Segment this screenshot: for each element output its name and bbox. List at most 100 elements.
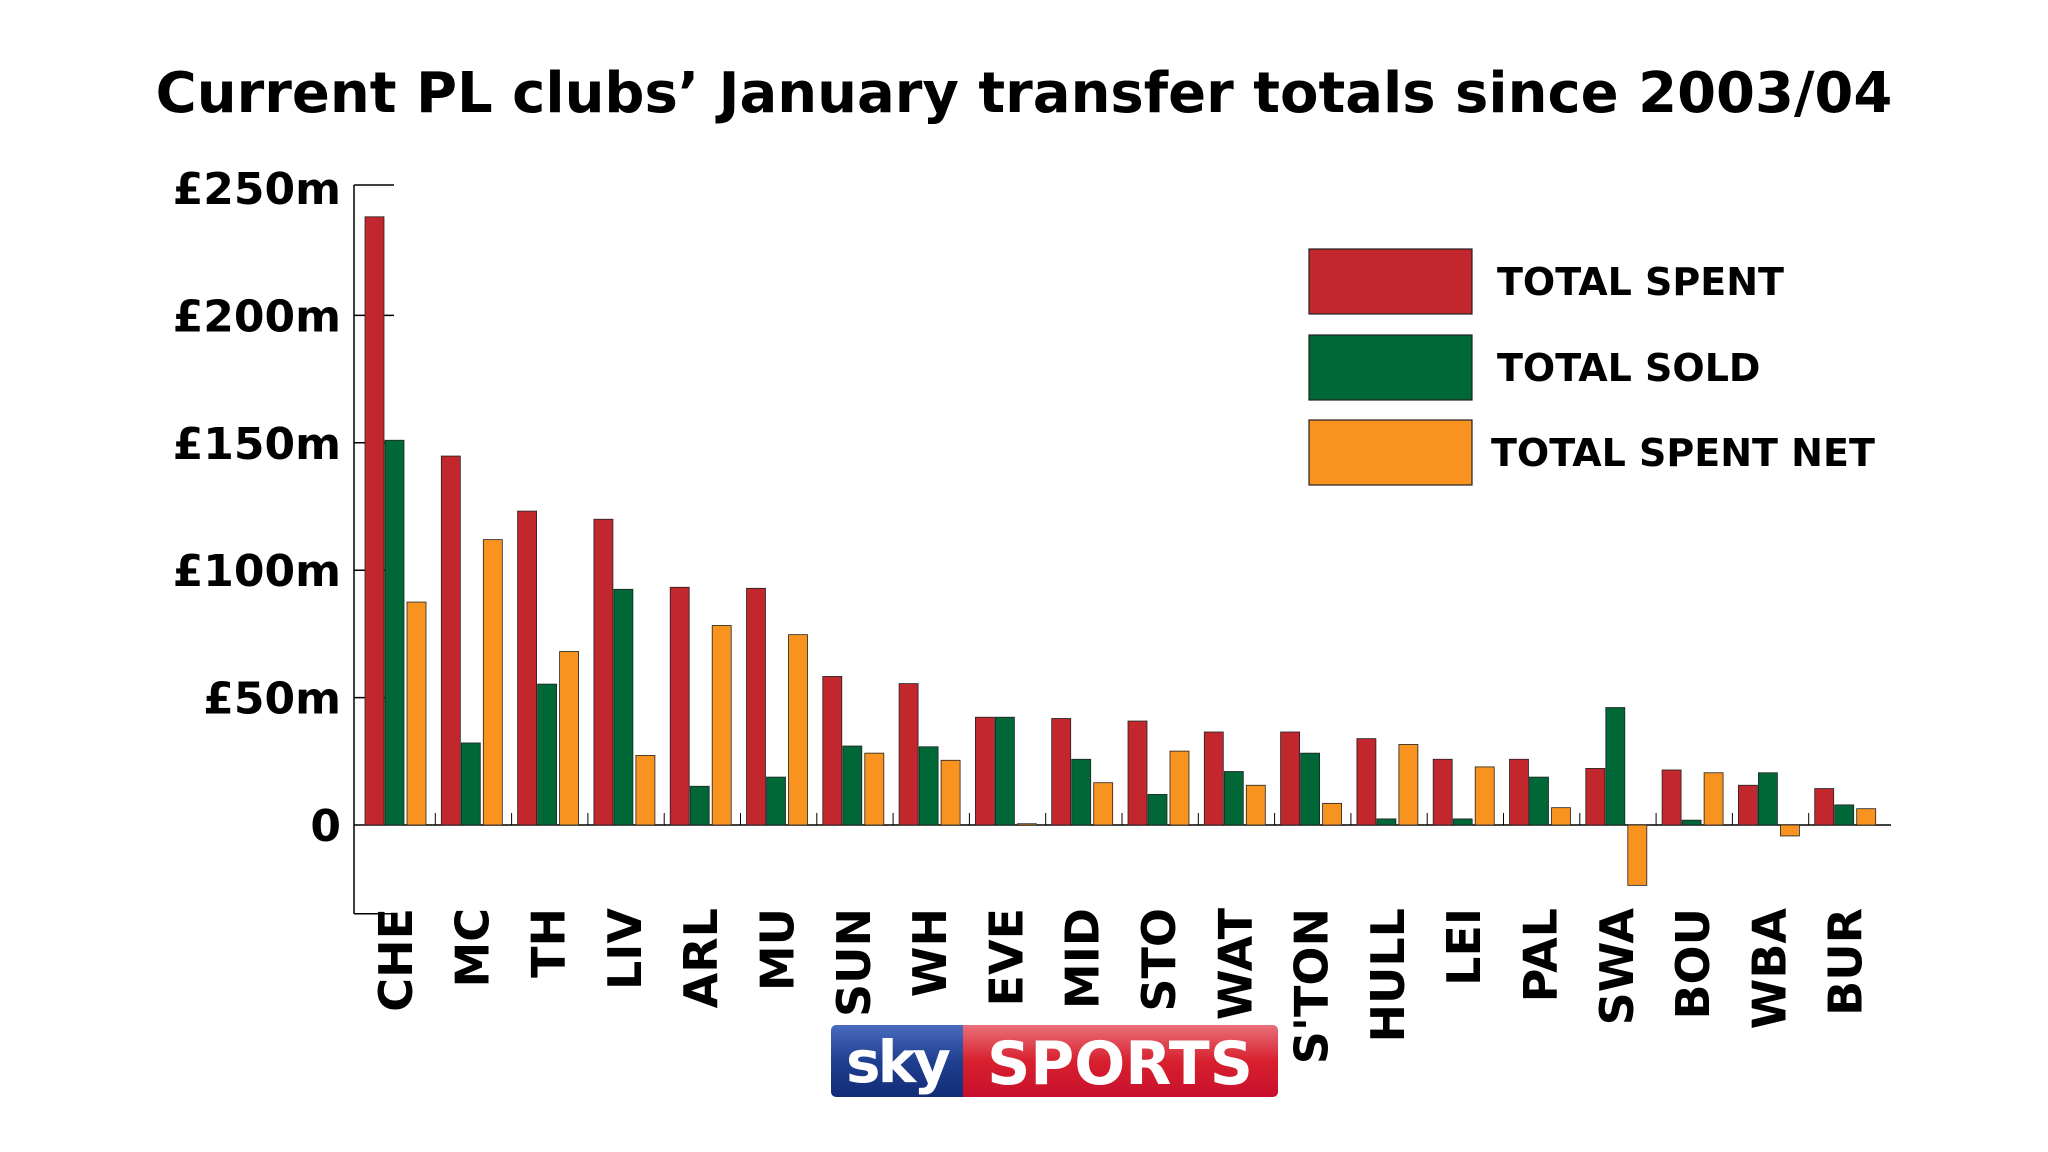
bar-total-sold <box>1223 771 1244 826</box>
bar-total-sold <box>1300 752 1320 826</box>
x-category-label: WBA <box>1742 908 1796 1030</box>
bar-total-sold <box>384 439 405 826</box>
x-category-label: WH <box>903 908 957 997</box>
x-category-label: MC <box>445 908 499 988</box>
x-category-label: WAT <box>1208 907 1262 1020</box>
x-category-label: SUN <box>827 908 881 1017</box>
y-tick-labels: 0 £50m £100m £150m £200m £250m <box>173 164 341 852</box>
bar-total-sold <box>1147 794 1168 826</box>
bar-total-sold <box>995 716 1015 826</box>
bar-total-spent-net <box>1093 782 1114 826</box>
bar-total-spent-net <box>1856 808 1877 826</box>
bar-total-sold <box>918 746 939 826</box>
bar-total-spent <box>1661 769 1682 826</box>
bar-total-spent <box>1203 731 1224 826</box>
logo-sky: sky <box>846 1028 950 1096</box>
legend: TOTAL SPENT TOTAL SOLD TOTAL SPENT NET <box>1308 248 1875 486</box>
x-category-label: MID <box>1056 908 1110 1009</box>
bar-total-spent-net <box>788 634 808 826</box>
bar-total-spent-net <box>1703 772 1724 826</box>
legend-label: TOTAL SPENT NET <box>1491 431 1875 475</box>
chart-title: Current PL clubs’ January transfer total… <box>156 61 1893 126</box>
x-category-label: ARL <box>674 908 728 1008</box>
bar-total-sold <box>842 745 863 826</box>
x-category-label: PAL <box>1514 908 1568 1002</box>
sky-sports-logo: sky SPORTS <box>831 1025 1278 1099</box>
legend-label: TOTAL SPENT <box>1497 260 1784 304</box>
x-category-labels: CHE MC TH LIV ARL MU SUN WH EVE MID STO WAT S'TON HUL… <box>369 907 1873 1064</box>
bar-total-sold <box>1376 818 1397 826</box>
x-category-label: BOU <box>1666 908 1720 1020</box>
x-category-label: EVE <box>979 908 1033 1006</box>
legend-swatch <box>1308 419 1473 486</box>
y-tick-label: £150m <box>173 419 341 470</box>
bar-total-sold <box>1605 707 1626 826</box>
bar-total-spent <box>1127 720 1148 826</box>
x-category-label: STO <box>1132 908 1186 1012</box>
bar-total-sold <box>1834 804 1855 826</box>
bar-total-spent-net <box>1245 784 1266 826</box>
bar-total-spent-net <box>406 601 427 826</box>
bar-total-spent-net <box>1398 744 1419 826</box>
bar-total-spent-net <box>1017 823 1037 826</box>
bar-total-spent <box>593 518 614 826</box>
bar-total-spent-net <box>1551 807 1571 826</box>
bar-total-spent <box>1432 758 1453 826</box>
bar-total-sold <box>537 683 557 826</box>
y-tick-label: £200m <box>173 291 341 342</box>
bar-total-spent <box>898 683 919 826</box>
bar-total-spent-net <box>1474 766 1495 826</box>
x-category-label: LIV <box>598 908 652 990</box>
bars <box>364 216 1877 886</box>
bar-total-spent <box>1814 788 1835 826</box>
x-category-label: TH <box>522 908 576 978</box>
x-category-label: BUR <box>1819 908 1873 1016</box>
legend-swatch <box>1308 248 1473 315</box>
bar-total-spent <box>1051 718 1072 826</box>
legend-label: TOTAL SOLD <box>1497 346 1760 390</box>
y-tick-label: £50m <box>203 674 341 725</box>
x-category-label: MU <box>751 908 805 991</box>
legend-swatch <box>1308 334 1473 401</box>
bar-total-sold <box>1758 772 1778 826</box>
x-category-label: HULL <box>1361 908 1415 1042</box>
bar-total-sold <box>460 742 481 826</box>
bar-total-sold <box>1529 776 1549 826</box>
bar-total-spent <box>822 676 843 826</box>
bar-total-spent-net <box>1322 802 1342 826</box>
bar-total-spent-net <box>1780 824 1800 837</box>
bar-total-spent-net <box>864 752 885 826</box>
bar-total-spent <box>669 586 690 826</box>
y-tick-label: £100m <box>173 546 341 597</box>
bar-total-spent-net <box>1627 824 1648 886</box>
bar-total-spent <box>1585 768 1606 826</box>
x-category-label: S'TON <box>1285 908 1339 1064</box>
bar-total-spent-net <box>559 651 579 826</box>
bar-total-sold <box>1452 818 1473 826</box>
bar-total-spent <box>517 510 537 826</box>
bar-total-spent-net <box>635 755 656 826</box>
bar-total-spent <box>975 716 995 826</box>
bar-total-spent <box>1509 758 1529 826</box>
bar-total-spent-net <box>940 759 961 826</box>
bar-total-spent <box>364 216 385 826</box>
y-tick-label: 0 <box>310 801 341 852</box>
x-category-label: LEI <box>1437 908 1491 986</box>
x-category-label: CHE <box>369 908 423 1012</box>
bar-total-spent <box>1280 731 1300 826</box>
bar-total-sold <box>766 776 786 826</box>
bar-total-spent <box>1738 784 1758 826</box>
bar-total-spent <box>1356 738 1377 826</box>
bar-total-spent-net <box>711 625 732 826</box>
bar-total-spent-net <box>1169 750 1190 826</box>
bar-total-spent <box>746 587 766 826</box>
bar-total-sold <box>1071 758 1092 826</box>
bar-total-spent <box>440 455 461 826</box>
bar-total-spent-net <box>482 539 503 826</box>
y-tick-label: £250m <box>173 164 341 215</box>
logo-sports: SPORTS <box>987 1029 1253 1099</box>
bar-total-sold <box>689 785 710 826</box>
bar-total-sold <box>613 588 634 826</box>
bar-total-sold <box>1681 819 1702 826</box>
